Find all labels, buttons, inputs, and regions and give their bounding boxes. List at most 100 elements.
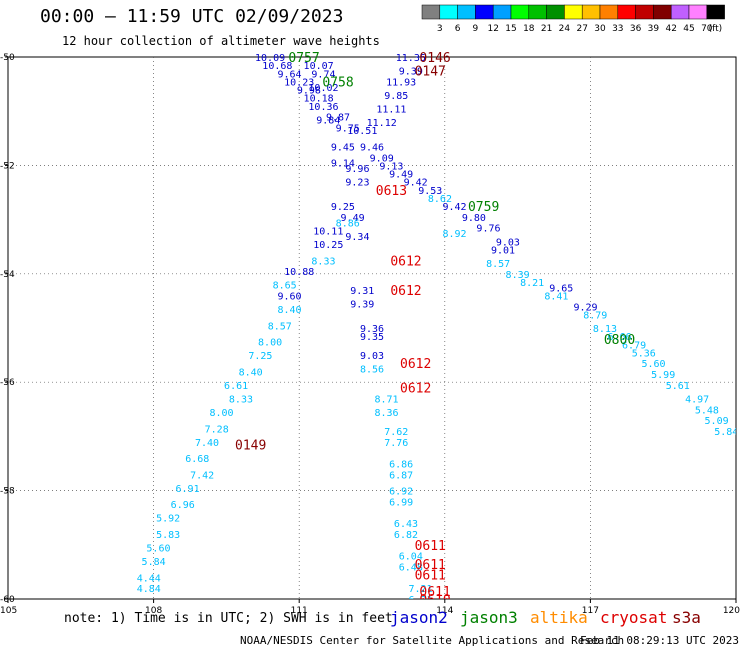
swh-value-label: 9.03 [496, 237, 520, 248]
swh-value-label: 8.21 [520, 278, 544, 289]
grid-lines [8, 57, 736, 599]
colorbar-swatch [546, 4, 565, 20]
swh-value-label: 8.65 [273, 281, 297, 292]
legend-cryosat: cryosat [600, 608, 668, 627]
pass-time-label: 0800 [604, 333, 635, 348]
swh-value-label: 5.36 [632, 348, 656, 359]
swh-value-label: 9.87 [326, 113, 350, 124]
swh-value-label: 11.35 [396, 53, 426, 64]
swh-value-label: 4.97 [685, 394, 709, 405]
swh-value-label: 8.00 [209, 408, 233, 419]
swh-value-label: 9.13 [379, 161, 403, 172]
swh-value-label: 7.42 [190, 470, 214, 481]
swh-value-label: 10.18 [304, 94, 334, 105]
swh-value-label: 9.01 [491, 245, 515, 256]
x-tick-label: 111 [291, 606, 308, 616]
swh-value-label: 9.09 [370, 153, 394, 164]
swh-value-label: 10.09 [255, 53, 285, 64]
colorbar-label: 21 [541, 24, 552, 34]
pass-time-label: 0611 [415, 558, 446, 573]
swh-value-label: 4.73 [112, 633, 136, 644]
pass-time-label: 0611 [415, 539, 446, 554]
x-tick-label: 105 [0, 606, 17, 616]
swh-value-label: 5.48 [695, 405, 719, 416]
swh-value-label: 6.21 [408, 595, 432, 606]
colorbar-swatch [670, 4, 690, 20]
colorbar-label: 6 [455, 24, 461, 34]
swh-value-label: 9.60 [277, 291, 301, 302]
swh-value-label: 6.99 [389, 497, 413, 508]
swh-value-label: 9.42 [404, 178, 428, 189]
swh-value-label: 9.98 [297, 86, 321, 97]
swh-value-label: 9.84 [316, 115, 340, 126]
pass-time-label: 0611 [419, 585, 450, 600]
swh-value-label: 9.39 [350, 300, 374, 311]
colorbar-label: 3 [437, 24, 443, 34]
chart-subtitle: 12 hour collection of altimeter wave hei… [62, 34, 380, 48]
colorbar-swatch [457, 4, 476, 20]
swh-value-label: 6.68 [185, 454, 209, 465]
swh-value-label: 9.64 [277, 69, 301, 80]
swh-value-label: 8.39 [506, 270, 530, 281]
swh-value-label: 6.43 [394, 519, 418, 530]
pass-time-label: 0610 [419, 593, 450, 608]
swh-value-label: 9.85 [384, 91, 408, 102]
swh-value-label: 6.91 [176, 484, 200, 495]
swh-value-label: 5.92 [156, 514, 180, 525]
swh-value-label: 9.31 [350, 286, 374, 297]
swh-value-label: 10.11 [313, 226, 343, 237]
swh-value-label: 8.56 [360, 365, 384, 376]
x-tick-label: 120 [723, 606, 740, 616]
swh-value-label: 9.42 [442, 202, 466, 213]
swh-value-label: 6.96 [171, 500, 195, 511]
swh-value-label: 9.39 [399, 67, 423, 78]
legend-s3a: s3a [672, 608, 701, 627]
pass-time-label: 0757 [288, 51, 319, 66]
swh-value-label: 9.65 [549, 283, 573, 294]
axes: 105 108 111 114 117 120 -50 -52 -54 -56 -58 -60 [0, 53, 740, 616]
swh-value-label: 9.76 [476, 224, 500, 235]
swh-value-label: 9.45 [331, 142, 355, 153]
swh-value-label: 8.40 [239, 367, 263, 378]
swh-value-label: 6.48 [399, 562, 423, 573]
colorbar-swatch [439, 4, 458, 20]
colorbar-label: 30 [594, 24, 606, 34]
swh-value-label: 9.34 [345, 232, 369, 243]
swh-value-label: 6.82 [394, 530, 418, 541]
color-scale-bar: 3 6 9 12 15 18 21 24 27 30 33 36 39 42 45 70(ft) [421, 4, 725, 34]
swh-value-label: 5.84 [142, 557, 166, 568]
y-tick-label: -52 [0, 161, 15, 171]
colorbar-label: 42 [665, 24, 676, 34]
colorbar-label: 15 [505, 24, 516, 34]
plot-frame [7, 56, 737, 600]
legend-altika: altika [530, 608, 588, 627]
swh-value-label: 11.12 [367, 118, 397, 129]
swh-value-label: 9.80 [462, 213, 486, 224]
swh-value-label: 10.23 [284, 77, 314, 88]
swh-value-label: 10.51 [347, 126, 377, 137]
colorbar-swatch [599, 4, 619, 20]
swh-value-label: 8.71 [375, 394, 399, 405]
swh-value-label: 9.14 [331, 159, 355, 170]
swh-value-label: 7.76 [384, 438, 408, 449]
swh-value-label: 9.29 [573, 302, 597, 313]
swh-value-label: 9.96 [345, 164, 369, 175]
y-tick-label: -58 [0, 487, 15, 497]
timestamp-text: Feb 11 08:29:13 UTC 2023 [580, 634, 739, 647]
swh-value-label: 7.28 [205, 424, 229, 435]
swh-value-label: 8.92 [442, 229, 466, 240]
swh-value-label: 6.86 [389, 460, 413, 471]
colorbar-swatch [635, 4, 654, 20]
swh-value-label: 10.36 [308, 102, 338, 113]
footnote: note: 1) Time is in UTC; 2) SWH is in fe… [64, 611, 393, 626]
swh-value-label: 6.13 [108, 646, 132, 650]
colorbar-unit: (ft) [709, 24, 723, 34]
colorbar-swatch [492, 4, 512, 20]
colorbar-swatch [528, 4, 547, 20]
swh-value-label: 6.92 [389, 487, 413, 498]
swh-value-label: 5.09 [705, 416, 729, 427]
swh-value-label: 9.75 [336, 123, 360, 134]
x-tick-label: 117 [582, 606, 599, 616]
